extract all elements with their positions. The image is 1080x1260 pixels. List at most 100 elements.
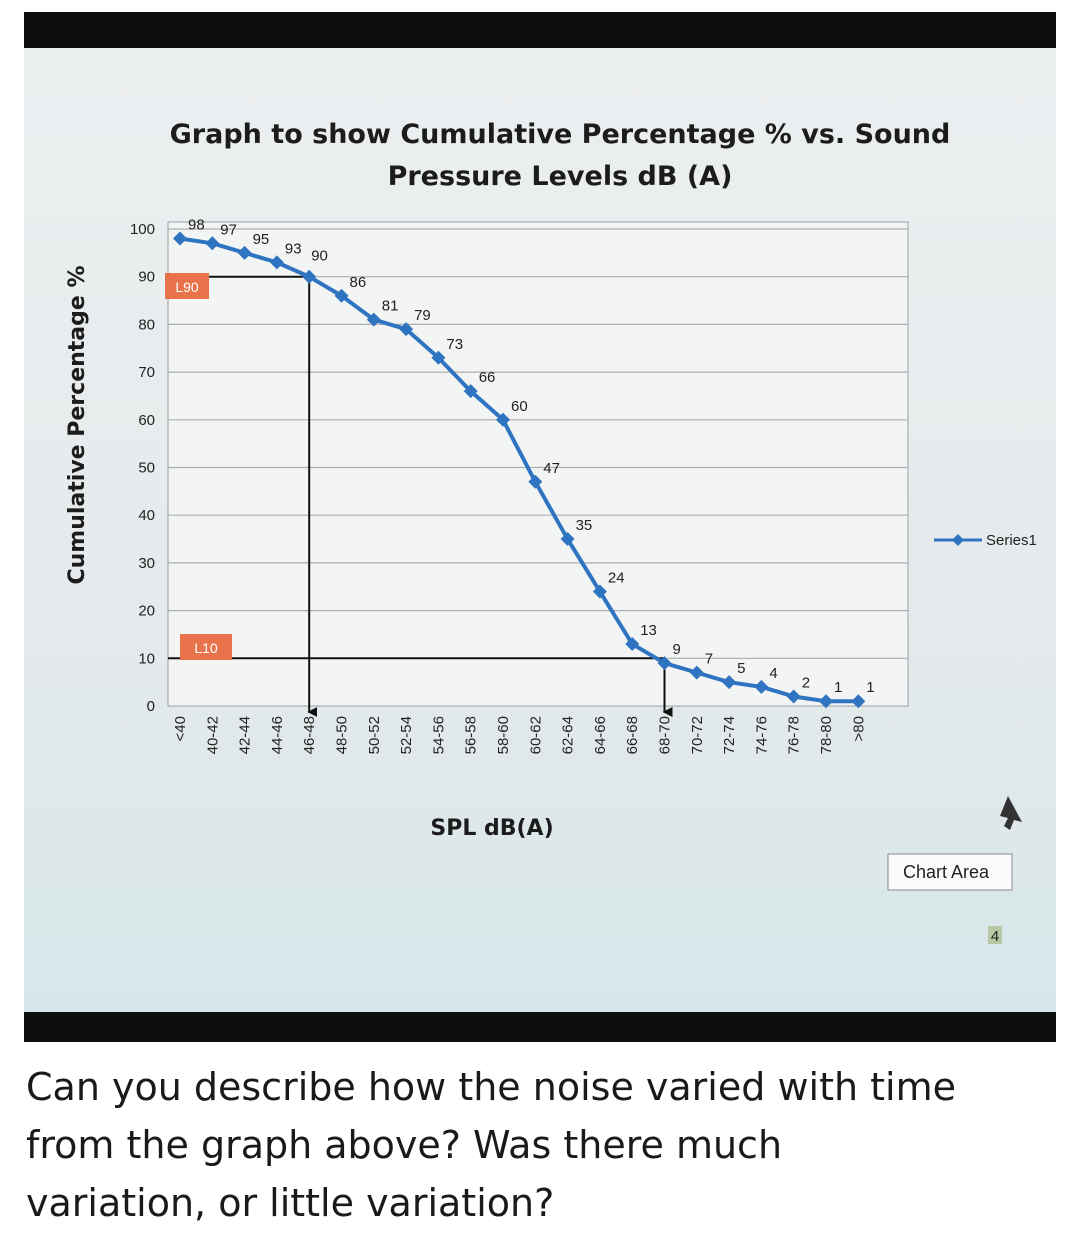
x-tick-label-0: <40 bbox=[172, 716, 189, 741]
data-point-20 bbox=[819, 694, 833, 709]
data-point-18 bbox=[754, 679, 769, 694]
x-tick-label-2: 42-44 bbox=[237, 716, 254, 754]
data-label-14: 13 bbox=[640, 622, 657, 639]
data-point-11 bbox=[528, 474, 543, 489]
data-label-12: 35 bbox=[576, 517, 593, 534]
x-tick-labels: <40 40-42 42-44 44-46 46-48 48-50 50-52 52-54 54… bbox=[172, 716, 867, 754]
x-tick-label-4: 46-48 bbox=[301, 716, 318, 754]
y-tick-label-70: 70 bbox=[138, 364, 155, 381]
data-label-4: 90 bbox=[311, 248, 328, 265]
plot-area bbox=[167, 221, 909, 707]
x-tick-label-11: 60-62 bbox=[527, 716, 544, 754]
badge-text: 4 bbox=[991, 928, 999, 945]
data-label-8: 73 bbox=[446, 336, 463, 353]
y-tick-label-80: 80 bbox=[138, 316, 155, 333]
x-tick-label-14: 66-68 bbox=[624, 716, 641, 754]
l10-tag-box bbox=[180, 634, 232, 660]
data-label-5: 86 bbox=[350, 274, 367, 291]
data-label-9: 66 bbox=[479, 369, 496, 386]
data-label-11: 47 bbox=[543, 460, 560, 477]
l90-tag: L90 bbox=[165, 273, 209, 299]
data-label-1: 97 bbox=[220, 221, 237, 238]
data-label-0: 98 bbox=[188, 217, 205, 234]
l10-tag-label: L10 bbox=[194, 640, 218, 656]
legend-series-label: Series1 bbox=[986, 532, 1037, 549]
top-black-bar bbox=[24, 12, 1056, 48]
data-label-18: 4 bbox=[769, 665, 777, 682]
question-line-3: variation, or little variation? bbox=[26, 1181, 555, 1225]
x-tick-label-10: 58-60 bbox=[495, 716, 512, 754]
data-point-4 bbox=[302, 269, 317, 284]
x-tick-label-15: 68-70 bbox=[657, 716, 674, 754]
x-tick-label-21: >80 bbox=[850, 716, 867, 741]
data-point-2 bbox=[237, 245, 252, 260]
series-layer bbox=[173, 231, 866, 709]
x-tick-label-8: 54-56 bbox=[430, 716, 447, 754]
gridlines bbox=[168, 228, 908, 659]
legend: Series1 bbox=[934, 532, 1037, 549]
data-point-9 bbox=[463, 384, 478, 399]
chart-title-line2: Pressure Levels dB (A) bbox=[388, 161, 733, 192]
series-line-Series1 bbox=[179, 236, 859, 704]
data-label-16: 7 bbox=[705, 651, 713, 668]
l90-tag-label: L90 bbox=[175, 279, 199, 295]
data-point-0 bbox=[173, 231, 187, 246]
data-point-3 bbox=[269, 255, 284, 270]
question-line-1: Can you describe how the noise varied wi… bbox=[26, 1065, 956, 1109]
data-label-21: 1 bbox=[866, 679, 874, 696]
data-label-13: 24 bbox=[608, 570, 625, 587]
x-tick-label-5: 48-50 bbox=[334, 716, 351, 754]
x-tick-label-9: 56-58 bbox=[463, 716, 480, 754]
chart-area-tooltip-box bbox=[887, 853, 1013, 891]
y-tick-label-60: 60 bbox=[138, 412, 155, 429]
x-tick-label-6: 50-52 bbox=[366, 716, 383, 754]
x-tick-label-18: 74-76 bbox=[753, 716, 770, 754]
x-tick-label-13: 64-66 bbox=[592, 716, 609, 754]
cursor-move-icon bbox=[1000, 796, 1022, 830]
data-point-10 bbox=[496, 412, 510, 427]
x-tick-label-19: 76-78 bbox=[786, 716, 803, 754]
x-tick-label-7: 52-54 bbox=[398, 716, 415, 754]
data-point-6 bbox=[366, 312, 381, 327]
chart-title-line1: Graph to show Cumulative Percentage % vs… bbox=[170, 119, 951, 150]
x-tick-label-20: 78-80 bbox=[818, 716, 835, 754]
y-tick-label-10: 10 bbox=[138, 650, 155, 667]
data-point-21 bbox=[851, 694, 866, 709]
data-label-15: 9 bbox=[673, 641, 681, 658]
data-point-1 bbox=[205, 236, 220, 251]
x-tick-label-1: 40-42 bbox=[204, 716, 221, 754]
data-label-7: 79 bbox=[414, 307, 431, 324]
data-label-6: 81 bbox=[382, 298, 399, 315]
question-text: Can you describe how the noise varied wi… bbox=[26, 1058, 1066, 1232]
data-point-5 bbox=[334, 288, 349, 303]
chart-area-tooltip: Chart Area 4 bbox=[887, 796, 1022, 945]
data-label-20: 1 bbox=[834, 679, 842, 696]
data-label-10: 60 bbox=[511, 398, 528, 415]
x-tick-label-12: 62-64 bbox=[560, 716, 577, 754]
data-point-17 bbox=[722, 675, 737, 690]
data-label-17: 5 bbox=[737, 660, 745, 677]
data-point-15 bbox=[657, 656, 672, 671]
legend-series-marker bbox=[952, 534, 964, 546]
data-point-7 bbox=[399, 322, 414, 337]
y-tick-label-90: 90 bbox=[138, 269, 155, 286]
data-point-8 bbox=[431, 350, 446, 365]
cumulative-percentage-chart: 0 10 20 30 40 50 60 70 80 90 100 <40 40-42 42-44 44-4… bbox=[65, 119, 1037, 945]
x-tick-label-16: 70-72 bbox=[689, 716, 706, 754]
y-tick-label-40: 40 bbox=[138, 507, 155, 524]
x-tick-label-3: 44-46 bbox=[269, 716, 286, 754]
data-label-2: 95 bbox=[253, 231, 270, 248]
badge-box bbox=[988, 926, 1002, 944]
y-tick-label-30: 30 bbox=[138, 555, 155, 572]
data-label-19: 2 bbox=[802, 674, 810, 691]
data-point-14 bbox=[625, 636, 640, 651]
data-point-16 bbox=[689, 665, 704, 680]
y-tick-label-0: 0 bbox=[147, 698, 155, 715]
y-tick-labels: 0 10 20 30 40 50 60 70 80 90 100 bbox=[130, 221, 155, 715]
chart-area-tooltip-label: Chart Area bbox=[903, 862, 990, 882]
y-tick-label-50: 50 bbox=[138, 460, 155, 477]
l90-tag-box bbox=[165, 273, 209, 299]
y-tick-label-100: 100 bbox=[130, 221, 155, 238]
data-point-12 bbox=[560, 532, 575, 547]
